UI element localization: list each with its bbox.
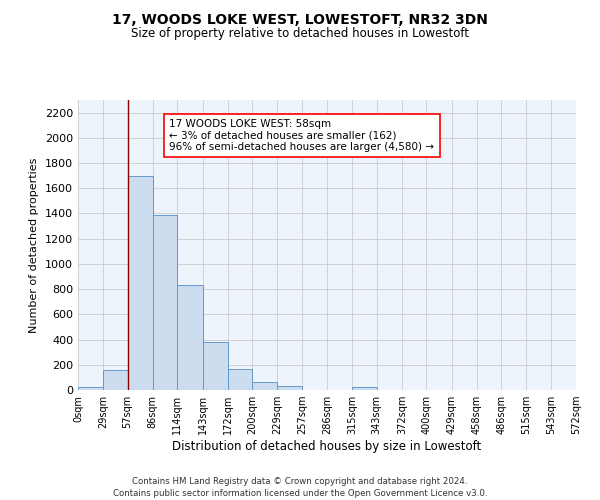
Bar (103, 370, 128, 390)
Bar (128, 176, 153, 390)
Bar (352, 387, 377, 390)
X-axis label: Distribution of detached houses by size in Lowestoft: Distribution of detached houses by size … (172, 440, 482, 453)
Text: Size of property relative to detached houses in Lowestoft: Size of property relative to detached ho… (131, 28, 469, 40)
Text: Contains HM Land Registry data © Crown copyright and database right 2024.: Contains HM Land Registry data © Crown c… (132, 478, 468, 486)
Bar (252, 382, 277, 390)
Bar (153, 214, 177, 390)
Bar (78, 388, 103, 390)
Bar (203, 342, 228, 390)
Text: 17 WOODS LOKE WEST: 58sqm
← 3% of detached houses are smaller (162)
96% of semi-: 17 WOODS LOKE WEST: 58sqm ← 3% of detach… (169, 119, 434, 152)
Bar (228, 369, 252, 390)
Text: 17, WOODS LOKE WEST, LOWESTOFT, NR32 3DN: 17, WOODS LOKE WEST, LOWESTOFT, NR32 3DN (112, 12, 488, 26)
Y-axis label: Number of detached properties: Number of detached properties (29, 158, 40, 332)
Text: Contains public sector information licensed under the Open Government Licence v3: Contains public sector information licen… (113, 489, 487, 498)
Bar (177, 286, 203, 390)
Bar (277, 386, 302, 390)
